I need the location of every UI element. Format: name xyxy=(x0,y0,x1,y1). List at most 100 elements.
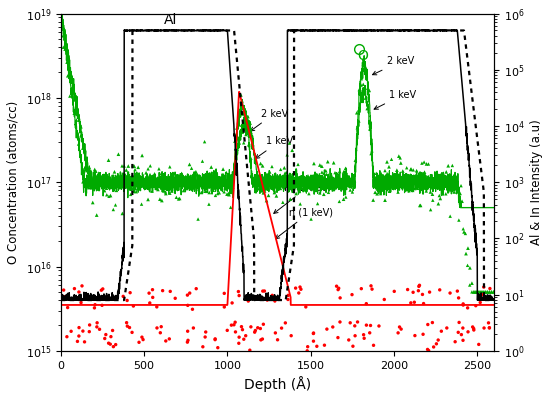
Point xyxy=(436,286,444,293)
Point xyxy=(459,226,468,232)
Point xyxy=(274,182,283,188)
Point xyxy=(104,193,113,200)
Point xyxy=(213,190,222,197)
Point xyxy=(94,177,102,184)
Point xyxy=(420,159,428,165)
Point xyxy=(267,163,276,170)
Point xyxy=(230,169,239,175)
Point xyxy=(183,186,191,192)
Point xyxy=(67,328,75,334)
Point xyxy=(450,179,459,185)
Point xyxy=(454,329,463,336)
Point xyxy=(446,174,455,180)
Point xyxy=(349,343,358,350)
Point xyxy=(320,191,328,198)
Point xyxy=(74,117,83,123)
Point xyxy=(362,322,371,328)
Point xyxy=(309,330,318,337)
Point xyxy=(309,184,318,190)
Point xyxy=(419,300,428,307)
Point xyxy=(102,185,111,192)
Point xyxy=(108,327,117,334)
Point xyxy=(428,319,437,326)
Point xyxy=(485,325,494,331)
Point xyxy=(189,183,198,190)
Point xyxy=(260,188,269,194)
Point xyxy=(227,322,236,328)
Point xyxy=(248,140,257,146)
Point xyxy=(139,179,148,186)
Point xyxy=(170,170,179,176)
Point xyxy=(444,180,453,187)
Point xyxy=(233,125,241,131)
Point xyxy=(463,262,472,269)
Point xyxy=(255,186,263,192)
Point xyxy=(236,92,245,98)
Point xyxy=(414,182,423,188)
Point xyxy=(410,332,419,339)
Point xyxy=(406,166,415,173)
Point xyxy=(70,97,79,103)
Point xyxy=(294,161,302,168)
Point xyxy=(367,286,376,292)
Point xyxy=(323,158,332,165)
Point xyxy=(420,169,429,175)
Point xyxy=(365,330,374,336)
Point xyxy=(107,334,116,340)
Point xyxy=(156,196,164,202)
Point xyxy=(268,292,277,298)
Point xyxy=(287,332,295,339)
Point xyxy=(307,216,316,222)
Point xyxy=(124,173,133,180)
Point xyxy=(227,180,235,186)
Point xyxy=(284,296,293,303)
Point xyxy=(433,178,442,184)
Point xyxy=(423,346,432,353)
Point xyxy=(480,325,488,331)
Point xyxy=(452,183,460,190)
Point xyxy=(328,324,337,330)
X-axis label: Depth (Å): Depth (Å) xyxy=(244,376,311,392)
Point xyxy=(59,32,68,39)
Point xyxy=(384,164,393,170)
Point xyxy=(113,174,122,180)
Point xyxy=(306,182,315,189)
Point xyxy=(274,177,283,184)
Point xyxy=(122,320,131,326)
Point xyxy=(446,290,454,296)
Point xyxy=(281,320,290,326)
Point xyxy=(458,198,466,204)
Point xyxy=(278,199,287,205)
Point xyxy=(453,288,462,294)
Point xyxy=(163,174,172,181)
Point xyxy=(184,337,192,344)
Point xyxy=(200,138,209,145)
Point xyxy=(126,191,135,198)
Point xyxy=(461,251,470,257)
Point xyxy=(424,321,432,328)
Point xyxy=(291,285,300,291)
Y-axis label: O Concentration (atoms/cc): O Concentration (atoms/cc) xyxy=(7,101,20,264)
Point xyxy=(334,286,343,293)
Point xyxy=(285,140,294,146)
Point xyxy=(220,290,229,296)
Point xyxy=(185,161,194,168)
Point xyxy=(456,182,465,189)
Point xyxy=(455,319,464,326)
Point xyxy=(284,292,293,298)
Point xyxy=(258,288,267,294)
Point xyxy=(486,285,494,292)
Point xyxy=(220,304,229,310)
Point xyxy=(187,179,196,185)
Point xyxy=(424,180,433,186)
Point xyxy=(250,329,259,336)
Point xyxy=(216,176,224,182)
Point xyxy=(404,188,413,194)
Point xyxy=(271,330,280,336)
Point xyxy=(289,184,298,190)
Point xyxy=(393,167,402,173)
Point xyxy=(292,190,300,197)
Point xyxy=(282,170,291,176)
Point xyxy=(296,175,305,181)
Point xyxy=(454,295,463,301)
